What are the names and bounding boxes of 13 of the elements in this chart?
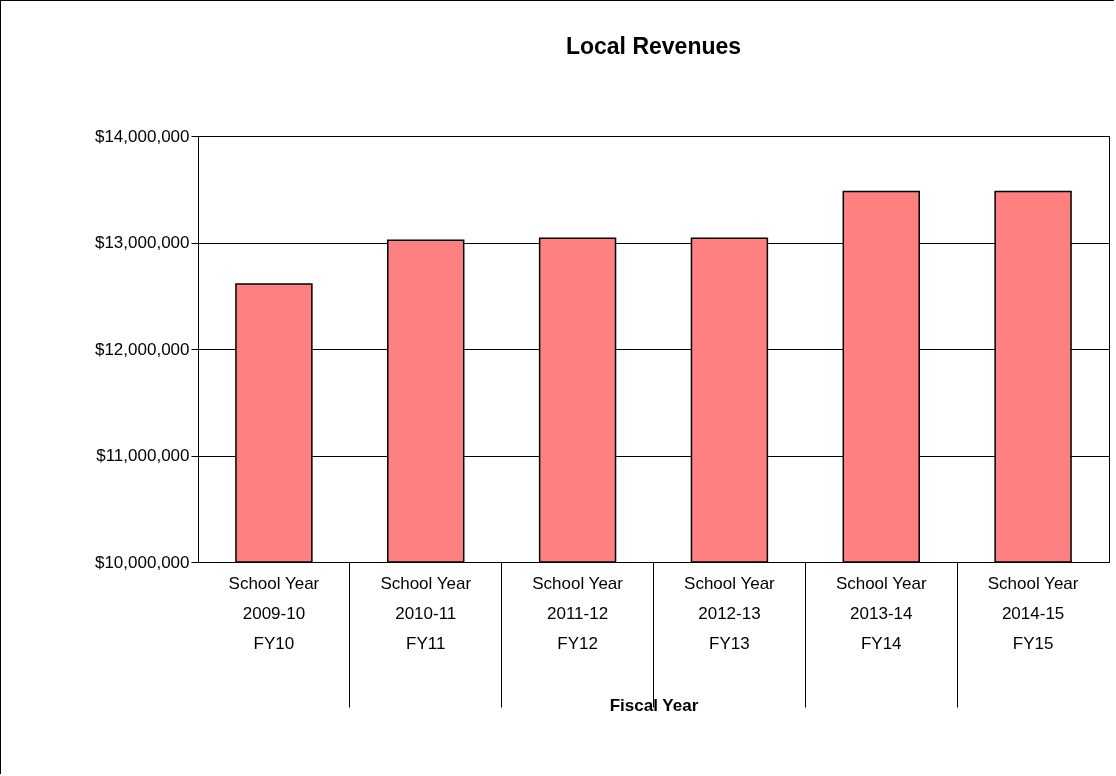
x-tick-label: School Year 2014-15 FY15 <box>987 573 1079 653</box>
chart-title: Local Revenues <box>565 33 742 59</box>
x-tick-label: School Year 2010-11 FY11 <box>380 573 472 653</box>
y-tick-label: $11,000,000 <box>96 446 190 465</box>
x-tick-label: School Year 2009-10 FY10 <box>228 573 320 653</box>
y-tick-label: $14,000,000 <box>94 126 190 146</box>
y-tick-label: $10,000,000 <box>94 552 190 572</box>
x-tick-label: School Year 2013-14 FY14 <box>835 573 927 653</box>
y-tick-label: $12,000,000 <box>94 339 190 359</box>
y-tick-label: $13,000,000 <box>94 233 190 252</box>
x-axis-title: Fiscal Year <box>609 695 699 715</box>
x-tick-label: School Year 2011-12 FY12 <box>532 573 624 653</box>
x-tick-label: School Year 2012-13 FY13 <box>684 573 776 653</box>
